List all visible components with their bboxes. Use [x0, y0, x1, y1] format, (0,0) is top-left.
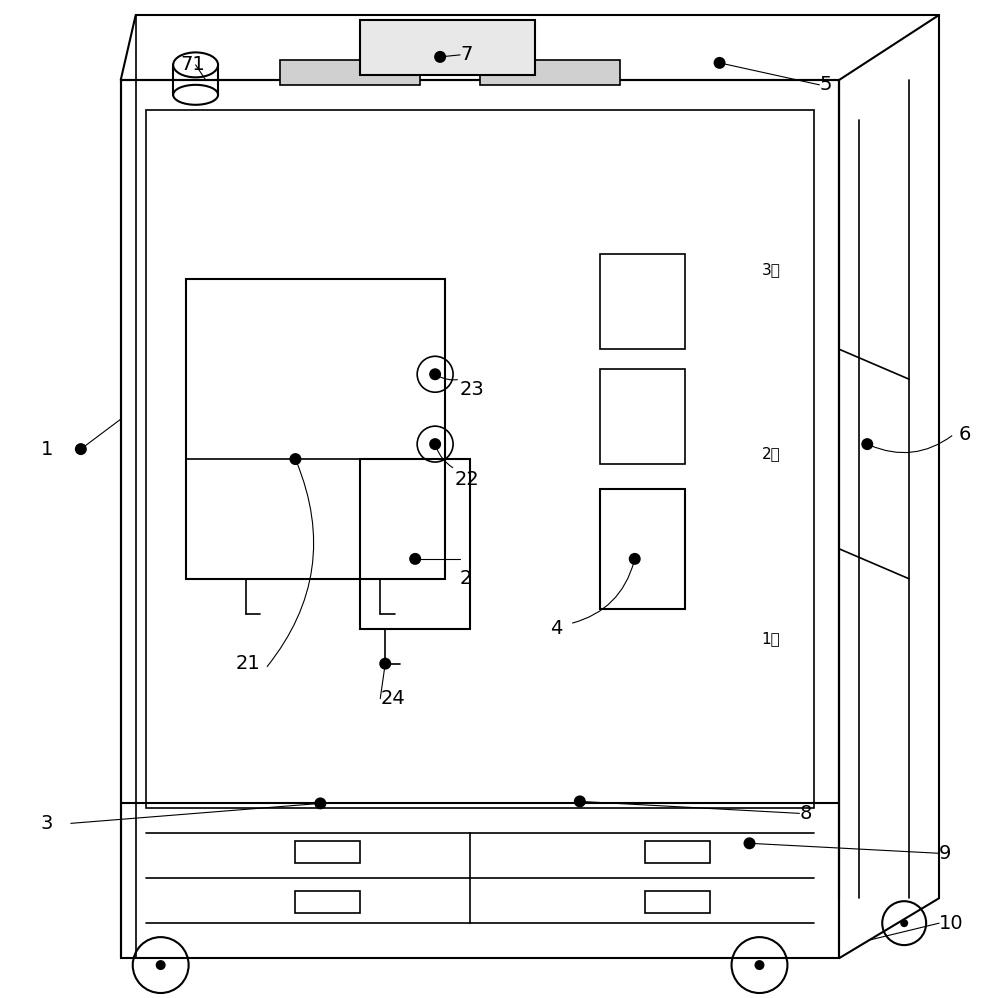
Bar — [295, 891, 360, 913]
Bar — [600, 489, 685, 609]
Text: 4: 4 — [550, 619, 562, 639]
Bar — [360, 20, 535, 75]
Circle shape — [629, 553, 641, 565]
Circle shape — [430, 369, 440, 379]
Text: 7: 7 — [460, 45, 472, 65]
Circle shape — [314, 797, 326, 809]
Text: 2: 2 — [460, 569, 472, 589]
Text: 2米: 2米 — [761, 446, 780, 462]
Circle shape — [75, 443, 87, 455]
Text: 6: 6 — [959, 424, 971, 444]
Circle shape — [754, 960, 764, 970]
Bar — [280, 60, 420, 85]
Circle shape — [430, 439, 440, 449]
Bar — [186, 279, 445, 579]
Circle shape — [434, 51, 446, 63]
Text: 71: 71 — [181, 55, 205, 75]
Text: 3: 3 — [41, 813, 53, 833]
Text: 5: 5 — [819, 75, 832, 95]
Text: 3米: 3米 — [761, 261, 780, 277]
Circle shape — [574, 795, 586, 807]
Bar — [645, 841, 710, 863]
Circle shape — [714, 57, 726, 69]
Circle shape — [861, 438, 873, 450]
Circle shape — [156, 960, 166, 970]
Circle shape — [900, 919, 908, 927]
Circle shape — [289, 453, 301, 465]
Bar — [295, 841, 360, 863]
Bar — [480, 60, 620, 85]
Text: 21: 21 — [236, 654, 260, 674]
Bar — [600, 254, 685, 349]
Text: 8: 8 — [799, 803, 812, 823]
Bar — [645, 891, 710, 913]
Text: 22: 22 — [455, 469, 480, 489]
Bar — [600, 369, 685, 464]
Text: 24: 24 — [380, 689, 405, 709]
Bar — [146, 110, 814, 808]
Circle shape — [379, 658, 391, 670]
Text: 1: 1 — [41, 439, 53, 459]
Bar — [121, 80, 839, 958]
Text: 9: 9 — [939, 843, 951, 863]
Text: 23: 23 — [460, 379, 485, 399]
Circle shape — [429, 438, 441, 450]
Circle shape — [429, 368, 441, 380]
Circle shape — [744, 837, 755, 849]
Bar — [360, 459, 470, 629]
Text: 1米: 1米 — [761, 631, 780, 647]
Circle shape — [409, 553, 421, 565]
Text: 10: 10 — [939, 913, 964, 933]
